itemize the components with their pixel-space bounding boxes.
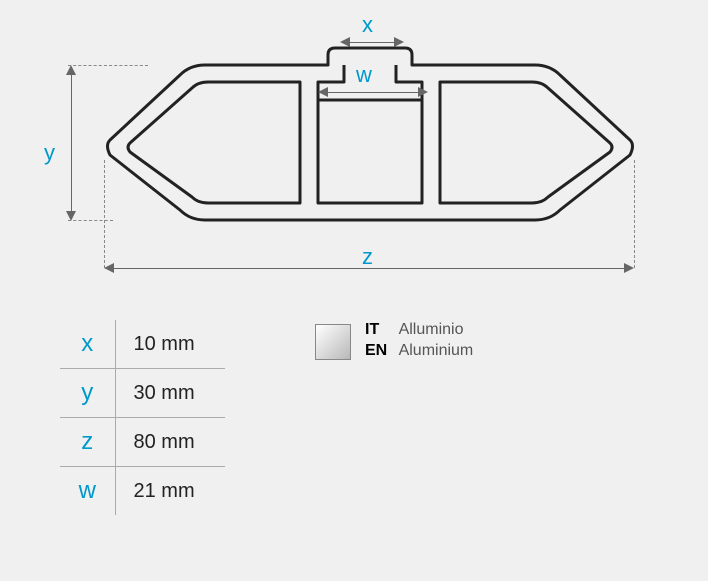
dim-arrow-y bbox=[71, 73, 72, 213]
cross-section-diagram: x w y z bbox=[0, 0, 708, 300]
dim-symbol: y bbox=[60, 369, 115, 418]
dim-value: 30 mm bbox=[115, 369, 225, 418]
dim-label-z: z bbox=[362, 244, 373, 270]
dimensions-table: x 10 mm y 30 mm z 80 mm w 21 mm bbox=[60, 320, 225, 515]
material-lang-en: EN bbox=[365, 341, 395, 362]
material-legend: IT Alluminio EN Aluminium bbox=[315, 320, 473, 515]
dim-label-w: w bbox=[356, 62, 372, 88]
dim-label-y: y bbox=[44, 140, 55, 166]
dim-value: 80 mm bbox=[115, 418, 225, 467]
dim-arrow-w bbox=[326, 92, 420, 93]
dim-value: 10 mm bbox=[115, 320, 225, 369]
table-row: y 30 mm bbox=[60, 369, 225, 418]
table-row: x 10 mm bbox=[60, 320, 225, 369]
dim-symbol: w bbox=[60, 467, 115, 516]
material-swatch bbox=[315, 324, 351, 360]
dim-symbol: x bbox=[60, 320, 115, 369]
table-row: z 80 mm bbox=[60, 418, 225, 467]
dim-arrow-x bbox=[348, 42, 396, 43]
dim-label-x: x bbox=[362, 12, 373, 38]
legend-area: x 10 mm y 30 mm z 80 mm w 21 mm IT Allum… bbox=[0, 320, 708, 515]
dim-arrow-z bbox=[113, 268, 625, 269]
material-lang-it: IT bbox=[365, 320, 395, 341]
dim-value: 21 mm bbox=[115, 467, 225, 516]
material-name-it: Alluminio bbox=[399, 321, 464, 338]
material-name-en: Aluminium bbox=[399, 342, 474, 359]
table-row: w 21 mm bbox=[60, 467, 225, 516]
dim-symbol: z bbox=[60, 418, 115, 467]
